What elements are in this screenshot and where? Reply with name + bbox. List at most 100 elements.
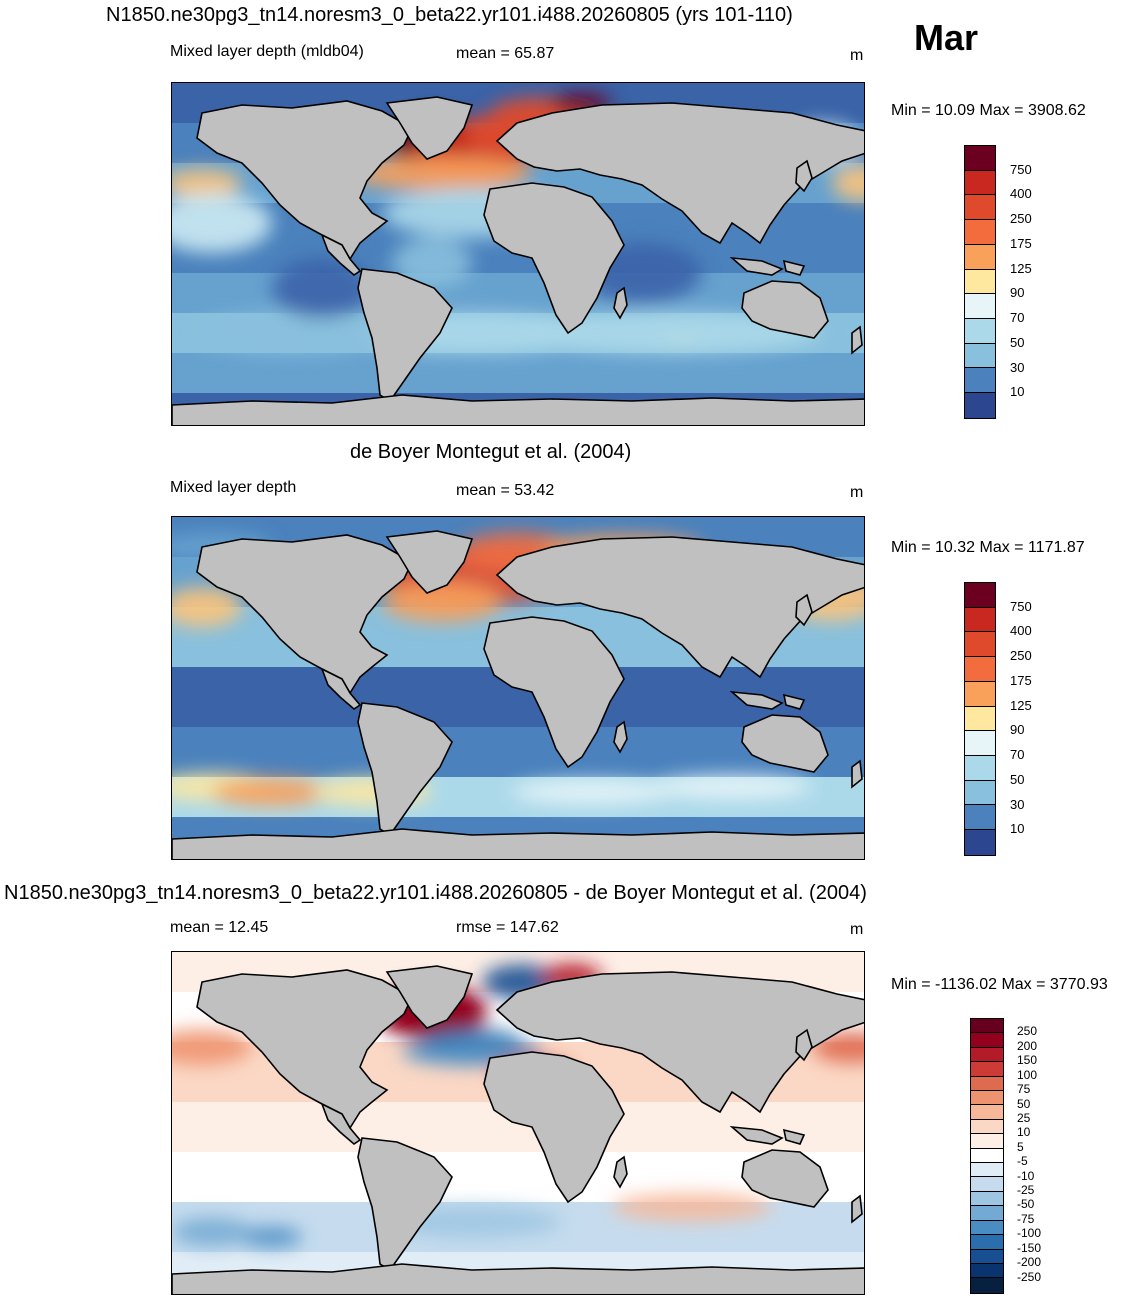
colorbar-swatch xyxy=(971,1062,1003,1077)
colorbar-tick-label: -75 xyxy=(1017,1211,1035,1226)
colorbar-tick-label: 175 xyxy=(1010,235,1032,251)
colorbar-swatch xyxy=(965,244,995,270)
colorbar-tick-label: 90 xyxy=(1010,285,1025,301)
field-blob xyxy=(172,193,272,253)
colorbar-tick-label: -250 xyxy=(1017,1269,1042,1284)
ocean-band xyxy=(172,353,864,393)
colorbar-tick-label: 50 xyxy=(1017,1096,1031,1111)
colorbar-tick-label: 750 xyxy=(1010,161,1032,177)
colorbar-swatch xyxy=(965,146,995,171)
colorbar-swatch xyxy=(971,1047,1003,1063)
colorbar-tick-label: 175 xyxy=(1010,672,1032,688)
field-blob xyxy=(242,1227,302,1247)
field-blob xyxy=(832,165,864,201)
map-canvas xyxy=(172,517,864,859)
panel1-colorbar xyxy=(964,145,996,419)
colorbar-swatch xyxy=(971,1076,1003,1092)
field-blob xyxy=(392,238,472,288)
colorbar-tick-label: 10 xyxy=(1010,821,1025,837)
colorbar-swatch xyxy=(965,269,995,295)
panel3-units-label: m xyxy=(850,921,864,938)
field-blob xyxy=(172,1029,252,1065)
field-blob xyxy=(172,587,242,627)
field-blob xyxy=(172,169,242,197)
colorbar-tick-label: 70 xyxy=(1010,310,1025,326)
colorbar-tick-label: 10 xyxy=(1010,384,1025,400)
colorbar-tick-label: 250 xyxy=(1017,1024,1038,1039)
colorbar-swatch xyxy=(965,681,995,707)
month-label: Mar xyxy=(914,17,979,58)
colorbar-swatch xyxy=(971,1091,1003,1106)
colorbar-tick-label: 200 xyxy=(1017,1038,1038,1053)
panel2-minmax: Min = 10.32 Max = 1171.87 xyxy=(891,539,1085,556)
panel2-title: de Boyer Montegut et al. (2004) xyxy=(350,441,632,463)
panel2-variable-label: Mixed layer depth xyxy=(170,479,297,496)
colorbar-tick-label: 400 xyxy=(1010,623,1032,639)
map-canvas xyxy=(172,952,864,1294)
colorbar-swatch xyxy=(965,830,995,855)
field-blob xyxy=(272,258,372,318)
colorbar-tick-label: 125 xyxy=(1010,697,1032,713)
colorbar-swatch xyxy=(965,195,995,221)
colorbar-swatch xyxy=(971,1235,1003,1250)
colorbar-swatch xyxy=(965,319,995,344)
panel2-mean-label: mean = 53.42 xyxy=(456,482,555,499)
colorbar-swatch xyxy=(971,1249,1003,1264)
colorbar-tick-label: 30 xyxy=(1010,359,1025,375)
colorbar-tick-label: 400 xyxy=(1010,186,1032,202)
colorbar-swatch xyxy=(965,706,995,732)
panel1-mean-label: mean = 65.87 xyxy=(456,45,555,62)
colorbar-swatch xyxy=(965,220,995,245)
colorbar-swatch xyxy=(971,1105,1003,1120)
colorbar-swatch xyxy=(971,1119,1003,1135)
colorbar-swatch xyxy=(965,657,995,682)
colorbar-tick-label: 125 xyxy=(1010,260,1032,276)
panel3-title: N1850.ne30pg3_tn14.noresm3_0_beta22.yr10… xyxy=(4,882,867,904)
field-blob xyxy=(522,313,822,353)
panel2-units-label: m xyxy=(850,484,864,501)
colorbar-swatch xyxy=(965,393,995,418)
colorbar-tick-label: 25 xyxy=(1017,1110,1031,1125)
colorbar-tick-label: -5 xyxy=(1017,1154,1028,1169)
panel1-variable-label: Mixed layer depth (mldb04) xyxy=(170,43,364,60)
panel1-map xyxy=(171,82,865,426)
panel1-units-label: m xyxy=(850,47,864,64)
colorbar-swatch xyxy=(965,805,995,831)
colorbar-swatch xyxy=(971,1033,1003,1048)
colorbar-swatch xyxy=(965,632,995,658)
colorbar-swatch xyxy=(971,1191,1003,1207)
colorbar-swatch xyxy=(965,343,995,369)
colorbar-swatch xyxy=(965,731,995,757)
panel3-map xyxy=(171,951,865,1295)
panel2-map xyxy=(171,516,865,860)
colorbar-swatch xyxy=(965,294,995,320)
colorbar-tick-label: 750 xyxy=(1010,598,1032,614)
colorbar-tick-label: -150 xyxy=(1017,1240,1042,1255)
colorbar-tick-label: 100 xyxy=(1017,1067,1038,1082)
colorbar-swatch xyxy=(971,1148,1003,1164)
field-blob xyxy=(192,313,392,353)
colorbar-swatch xyxy=(971,1263,1003,1279)
field-blob xyxy=(172,1218,252,1246)
colorbar-swatch xyxy=(971,1220,1003,1236)
colorbar-tick-label: 150 xyxy=(1017,1053,1038,1068)
colorbar-swatch xyxy=(965,756,995,781)
panel1-title: N1850.ne30pg3_tn14.noresm3_0_beta22.yr10… xyxy=(106,4,793,26)
map-canvas xyxy=(172,83,864,425)
panel1-minmax: Min = 10.09 Max = 3908.62 xyxy=(891,102,1086,119)
panel3-mean-label: mean = 12.45 xyxy=(170,919,269,936)
field-blob xyxy=(382,582,502,622)
panel3-minmax: Min = -1136.02 Max = 3770.93 xyxy=(891,976,1108,993)
colorbar-tick-label: 250 xyxy=(1010,211,1032,227)
field-blob xyxy=(352,155,532,191)
colorbar-tick-label: -200 xyxy=(1017,1255,1042,1270)
colorbar-tick-label: 50 xyxy=(1010,334,1025,350)
colorbar-tick-label: -50 xyxy=(1017,1197,1035,1212)
colorbar-tick-label: 5 xyxy=(1017,1139,1024,1154)
colorbar-tick-label: 250 xyxy=(1010,648,1032,664)
colorbar-tick-label: 70 xyxy=(1010,747,1025,763)
colorbar-swatch xyxy=(971,1019,1003,1034)
colorbar-swatch xyxy=(965,607,995,633)
field-blob xyxy=(512,780,672,804)
colorbar-tick-label: -10 xyxy=(1017,1168,1035,1183)
